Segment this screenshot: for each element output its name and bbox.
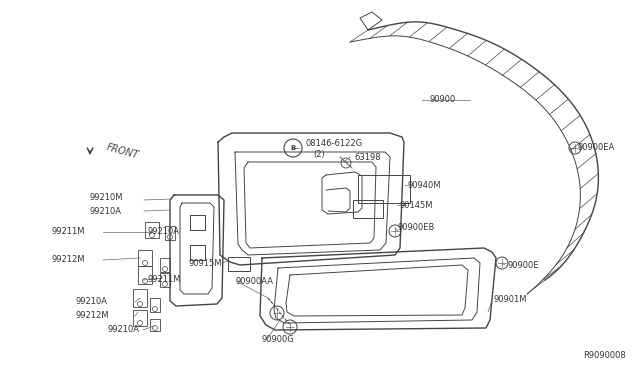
- Text: 99210A: 99210A: [148, 228, 180, 237]
- Text: 90900: 90900: [430, 96, 456, 105]
- Bar: [133, 289, 147, 307]
- Text: (2): (2): [313, 151, 324, 160]
- Text: 90900G: 90900G: [262, 336, 295, 344]
- Text: 99210A: 99210A: [107, 326, 139, 334]
- Text: 08146-6122G: 08146-6122G: [305, 138, 362, 148]
- Text: FRONT: FRONT: [105, 142, 140, 160]
- Text: 90900E: 90900E: [508, 260, 540, 269]
- Bar: [165, 226, 175, 240]
- Text: 99210A: 99210A: [76, 298, 108, 307]
- Text: 90915M: 90915M: [189, 259, 222, 267]
- Text: 99212M: 99212M: [52, 256, 86, 264]
- Bar: [138, 266, 152, 284]
- Text: R9090008: R9090008: [583, 351, 626, 360]
- Text: 90940M: 90940M: [408, 180, 442, 189]
- Text: 99211M: 99211M: [52, 228, 86, 237]
- Text: 63198: 63198: [354, 153, 381, 161]
- Bar: [160, 258, 170, 272]
- Text: 90145M: 90145M: [400, 201, 433, 209]
- Text: 90900EA: 90900EA: [578, 144, 615, 153]
- Bar: [133, 310, 147, 326]
- Bar: [353, 200, 383, 218]
- Bar: [138, 250, 152, 266]
- Bar: [358, 175, 410, 203]
- Text: 90900EB: 90900EB: [398, 224, 435, 232]
- Text: 99210A: 99210A: [89, 206, 121, 215]
- Bar: [145, 222, 159, 238]
- Text: 90900AA: 90900AA: [236, 276, 274, 285]
- Bar: [150, 319, 160, 331]
- Bar: [228, 257, 250, 271]
- Bar: [150, 298, 160, 312]
- Text: B: B: [291, 145, 296, 151]
- Text: 99210M: 99210M: [89, 192, 122, 202]
- Text: 99212M: 99212M: [76, 311, 109, 321]
- Text: 99211M: 99211M: [148, 276, 182, 285]
- Text: 90901M: 90901M: [494, 295, 527, 305]
- Bar: [160, 273, 170, 287]
